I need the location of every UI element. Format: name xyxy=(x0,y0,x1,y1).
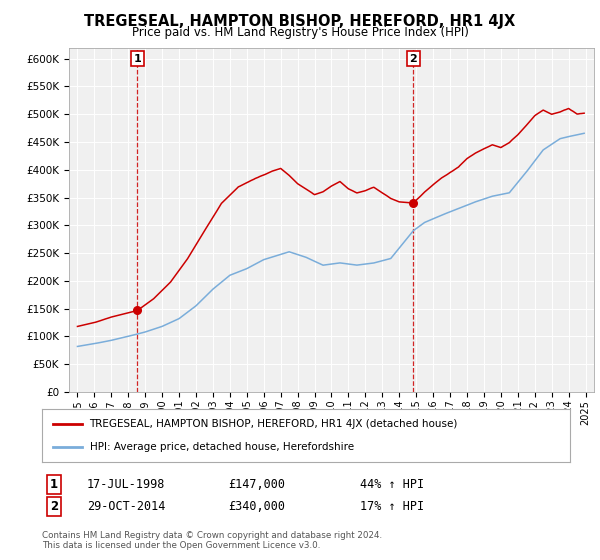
Text: 1: 1 xyxy=(134,54,141,64)
Text: £147,000: £147,000 xyxy=(228,478,285,491)
Text: Contains HM Land Registry data © Crown copyright and database right 2024.
This d: Contains HM Land Registry data © Crown c… xyxy=(42,531,382,550)
Text: Price paid vs. HM Land Registry's House Price Index (HPI): Price paid vs. HM Land Registry's House … xyxy=(131,26,469,39)
Text: 44% ↑ HPI: 44% ↑ HPI xyxy=(360,478,424,491)
Text: 29-OCT-2014: 29-OCT-2014 xyxy=(87,500,166,514)
Text: TREGESEAL, HAMPTON BISHOP, HEREFORD, HR1 4JX (detached house): TREGESEAL, HAMPTON BISHOP, HEREFORD, HR1… xyxy=(89,419,458,429)
Text: 17-JUL-1998: 17-JUL-1998 xyxy=(87,478,166,491)
Text: £340,000: £340,000 xyxy=(228,500,285,514)
Text: HPI: Average price, detached house, Herefordshire: HPI: Average price, detached house, Here… xyxy=(89,442,353,452)
Text: 2: 2 xyxy=(50,500,58,514)
Text: 1: 1 xyxy=(50,478,58,491)
Text: 17% ↑ HPI: 17% ↑ HPI xyxy=(360,500,424,514)
Text: 2: 2 xyxy=(409,54,417,64)
Text: TREGESEAL, HAMPTON BISHOP, HEREFORD, HR1 4JX: TREGESEAL, HAMPTON BISHOP, HEREFORD, HR1… xyxy=(85,14,515,29)
